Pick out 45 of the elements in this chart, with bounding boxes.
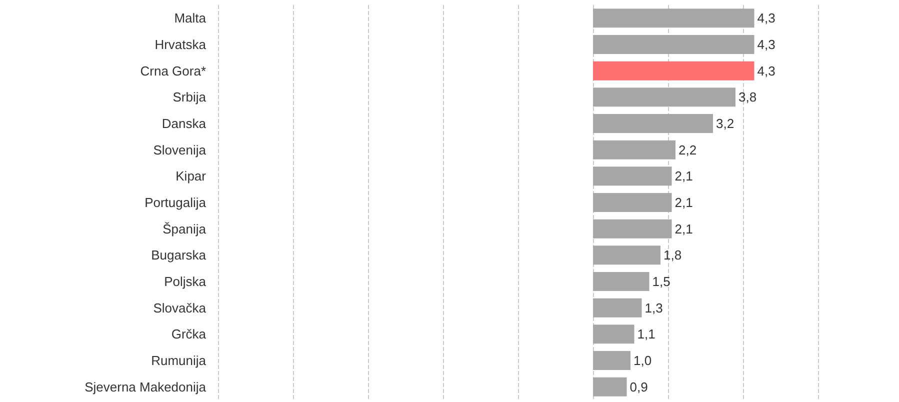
y-tick-label: Španija	[162, 221, 207, 236]
data-label: 2,2	[678, 142, 697, 158]
bar	[593, 61, 754, 80]
data-label: 3,2	[716, 116, 734, 131]
bar	[593, 88, 736, 107]
data-label: 3,8	[738, 90, 757, 105]
y-tick-label: Hrvatska	[154, 37, 207, 52]
data-label: 1,3	[644, 300, 663, 316]
data-label: 1,0	[634, 353, 652, 368]
y-tick-label: Danska	[162, 116, 207, 131]
data-label: 1,8	[664, 248, 682, 263]
y-tick-label: Portugalija	[144, 195, 207, 210]
y-tick-label: Poljska	[164, 274, 207, 289]
bar	[593, 166, 672, 186]
bar	[593, 246, 660, 265]
y-tick-label: Kipar	[176, 168, 207, 184]
data-label: 4,3	[757, 37, 776, 52]
bar	[593, 272, 650, 291]
bar	[593, 140, 676, 160]
y-tick-label: Sjeverna Makedonija	[84, 379, 207, 394]
bar	[593, 324, 634, 344]
bar	[593, 298, 642, 318]
bar	[593, 351, 630, 370]
data-label: 4,3	[757, 63, 776, 78]
bar	[593, 377, 627, 396]
bar	[593, 8, 754, 28]
y-tick-label: Crna Gora*	[140, 63, 206, 78]
y-tick-label: Malta	[174, 10, 207, 26]
y-tick-label: Bugarska	[151, 248, 207, 263]
data-label: 2,1	[674, 168, 693, 184]
y-tick-label: Slovenija	[153, 142, 207, 158]
data-label: 2,1	[674, 221, 693, 236]
y-tick-label: Rumunija	[151, 353, 207, 368]
y-tick-label: Grčka	[171, 326, 207, 342]
bar	[593, 35, 754, 54]
data-label: 1,1	[637, 326, 656, 342]
data-label: 0,9	[630, 379, 648, 394]
data-label: 2,1	[674, 195, 693, 210]
bar	[593, 193, 672, 212]
data-label: 1,5	[652, 274, 670, 289]
y-tick-label: Srbija	[172, 90, 207, 105]
bar	[593, 219, 672, 238]
data-label: 4,3	[757, 10, 776, 26]
y-tick-label: Slovačka	[153, 300, 207, 316]
bar	[593, 114, 713, 133]
